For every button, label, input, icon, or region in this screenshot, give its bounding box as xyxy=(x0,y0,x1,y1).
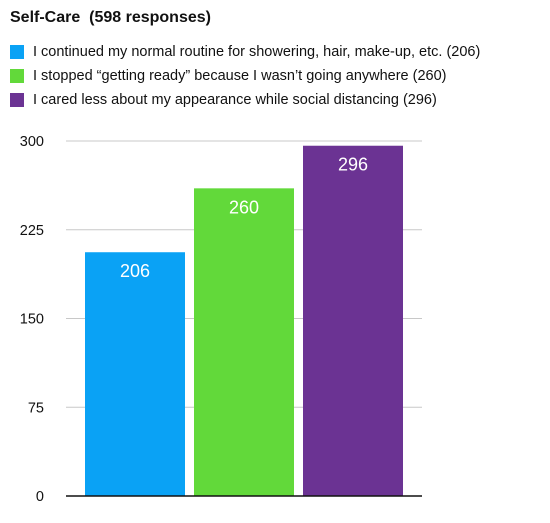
legend-label: I continued my normal routine for shower… xyxy=(33,44,481,60)
bar xyxy=(303,145,403,496)
legend-swatch xyxy=(10,93,24,107)
data-labels: 206 260 296 xyxy=(120,155,368,282)
legend-label: I stopped “getting ready” because I wasn… xyxy=(33,68,447,84)
y-tick-label: 300 xyxy=(20,134,44,150)
bars xyxy=(85,145,403,497)
bar-value-label: 260 xyxy=(229,197,259,217)
bar-value-label: 206 xyxy=(120,261,150,281)
y-tick-label: 0 xyxy=(36,489,44,505)
y-tick-label: 225 xyxy=(20,223,44,239)
legend-swatch xyxy=(10,45,24,59)
y-axis-ticks: 0 75 150 225 300 xyxy=(20,134,44,505)
legend-swatch xyxy=(10,69,24,83)
legend: I continued my normal routine for shower… xyxy=(10,40,480,112)
y-tick-label: 75 xyxy=(28,400,44,416)
bar xyxy=(85,252,185,496)
chart-title: Self-Care (598 responses) xyxy=(10,9,211,26)
legend-item: I cared less about my appearance while s… xyxy=(10,88,480,112)
legend-label: I cared less about my appearance while s… xyxy=(33,92,437,108)
y-tick-label: 150 xyxy=(20,312,44,328)
legend-item: I continued my normal routine for shower… xyxy=(10,40,480,64)
bar xyxy=(194,188,294,497)
bar-value-label: 296 xyxy=(338,155,368,175)
legend-item: I stopped “getting ready” because I wasn… xyxy=(10,64,480,88)
